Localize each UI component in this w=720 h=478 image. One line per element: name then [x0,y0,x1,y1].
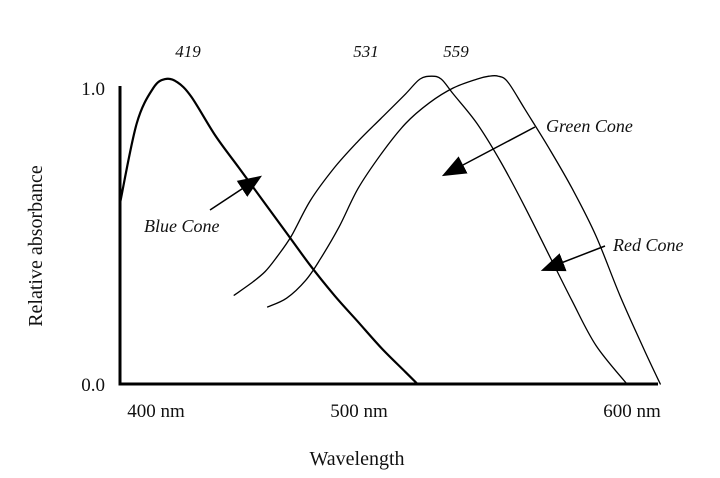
x-axis-title: Wavelength [309,448,404,470]
red-cone-arrow [540,245,606,272]
x-tick-label: 600 nm [603,401,661,422]
y-tick-label: 0.0 [81,375,105,396]
x-tick-label: 400 nm [127,401,185,422]
series-label-red-cone: Red Cone [612,235,683,255]
x-tick-label: 500 nm [330,401,388,422]
y-tick-label: 1.0 [81,79,105,100]
tick-labels: 400 nm 500 nm 600 nm 0.0 1.0 [81,79,661,422]
peak-label-blue: 419 [175,42,201,61]
series-line-green-cone [233,75,628,385]
green-cone-arrow [441,126,536,177]
peak-label-green: 531 [353,42,379,61]
series-label-green-cone: Green Cone [546,116,633,136]
y-axis-title: Relative absorbance [25,165,47,327]
series-label-blue-cone: Blue Cone [144,216,219,236]
peak-label-red: 559 [443,42,469,61]
blue-cone-arrow [209,175,263,211]
series-line-red-cone [266,74,661,385]
